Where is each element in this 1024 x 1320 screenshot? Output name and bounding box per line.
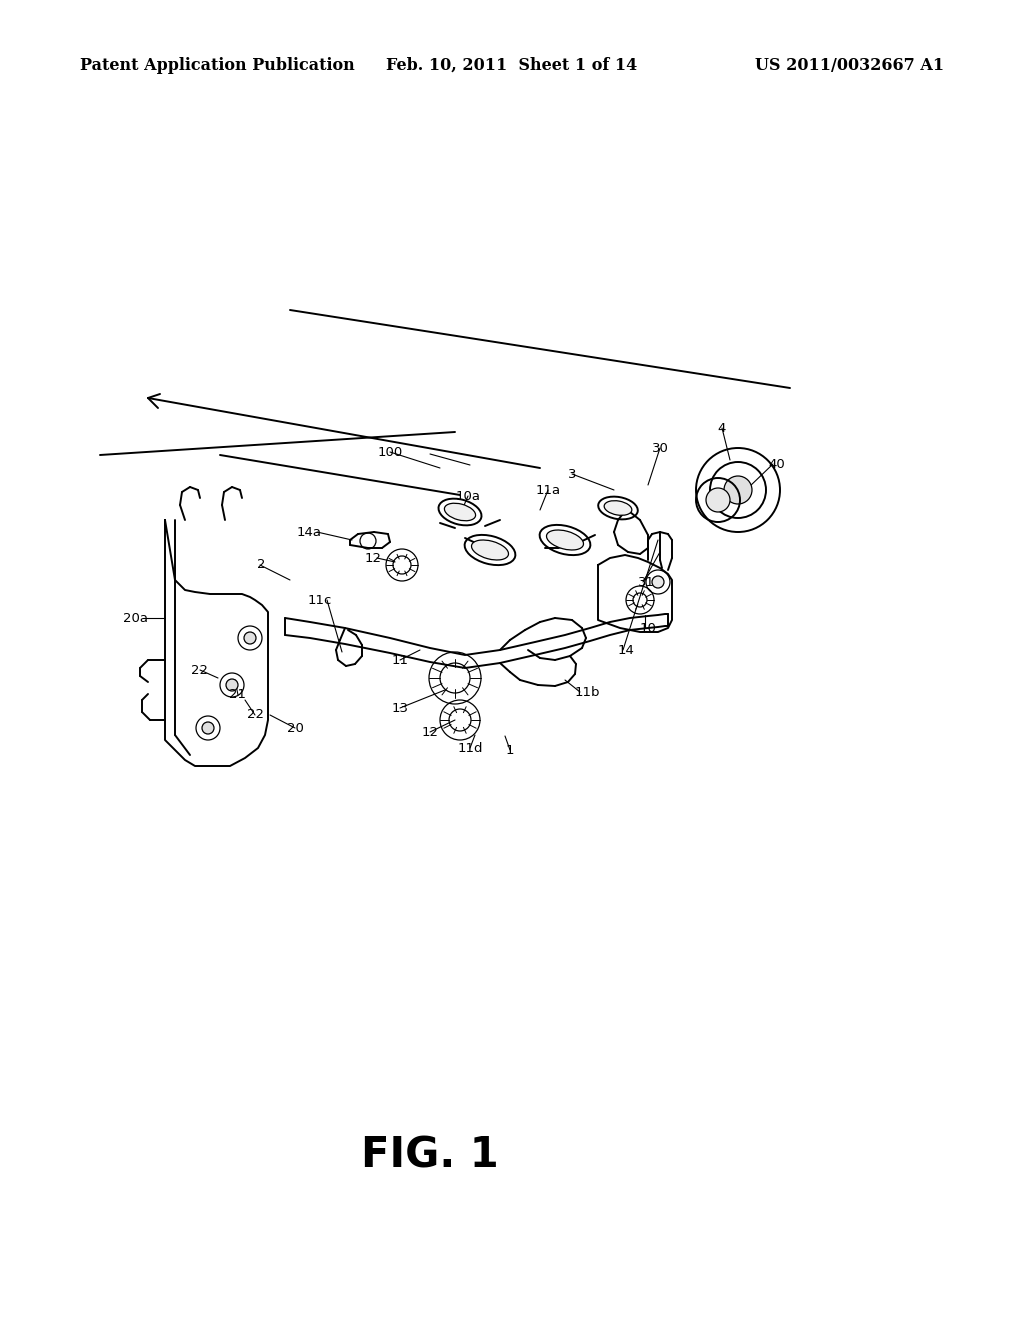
Text: 1: 1 (506, 743, 514, 756)
Ellipse shape (604, 500, 632, 515)
Text: 11: 11 (391, 653, 409, 667)
Circle shape (226, 678, 238, 690)
Text: 14a: 14a (297, 525, 322, 539)
Text: 3: 3 (567, 467, 577, 480)
Text: US 2011/0032667 A1: US 2011/0032667 A1 (755, 57, 944, 74)
Text: 11b: 11b (575, 685, 600, 698)
Text: 31: 31 (638, 576, 655, 589)
Text: 20: 20 (287, 722, 303, 734)
Text: 40: 40 (768, 458, 784, 470)
Circle shape (652, 576, 664, 587)
Circle shape (706, 488, 730, 512)
Text: 22: 22 (191, 664, 209, 676)
Text: 11c: 11c (307, 594, 332, 606)
Circle shape (724, 477, 752, 504)
Text: 20a: 20a (123, 611, 148, 624)
Circle shape (244, 632, 256, 644)
Ellipse shape (444, 503, 475, 521)
Text: 11d: 11d (458, 742, 482, 755)
Text: Patent Application Publication: Patent Application Publication (80, 57, 354, 74)
Text: 11a: 11a (536, 483, 560, 496)
Text: 13: 13 (391, 701, 409, 714)
Text: 10a: 10a (456, 490, 480, 503)
Text: 12: 12 (422, 726, 438, 738)
Text: FIG. 1: FIG. 1 (361, 1134, 499, 1176)
Ellipse shape (547, 531, 584, 550)
Text: 2: 2 (256, 558, 265, 572)
Text: 14: 14 (618, 644, 635, 656)
Circle shape (202, 722, 214, 734)
Ellipse shape (471, 540, 509, 560)
Text: 4: 4 (718, 421, 726, 434)
Text: 100: 100 (378, 446, 402, 458)
Text: 22: 22 (247, 709, 263, 722)
Text: 10: 10 (640, 622, 656, 635)
Text: 30: 30 (651, 441, 669, 454)
Text: 12: 12 (365, 552, 382, 565)
Text: Feb. 10, 2011  Sheet 1 of 14: Feb. 10, 2011 Sheet 1 of 14 (386, 57, 638, 74)
Text: 21: 21 (229, 689, 247, 701)
